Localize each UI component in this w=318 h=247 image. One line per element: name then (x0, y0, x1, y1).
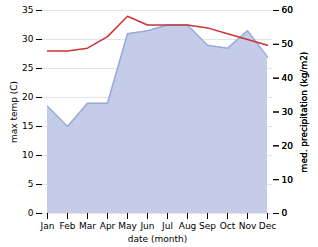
svg-text:max temp (C): max temp (C) (9, 81, 19, 143)
svg-text:Jun: Jun (139, 221, 154, 231)
svg-text:med. precipitation (kg/m2): med. precipitation (kg/m2) (299, 52, 309, 173)
svg-text:20: 20 (22, 92, 34, 102)
svg-text:15: 15 (22, 121, 33, 131)
svg-text:10: 10 (282, 175, 294, 185)
svg-text:Feb: Feb (60, 221, 76, 231)
svg-text:30: 30 (22, 34, 34, 44)
svg-text:med. precipitation (kg/m2): med. precipitation (kg/m2) (299, 52, 309, 173)
svg-text:0: 0 (282, 208, 288, 218)
svg-text:0: 0 (28, 208, 34, 218)
svg-text:Jan: Jan (40, 221, 55, 231)
svg-text:Dec: Dec (259, 221, 276, 231)
svg-text:Mar: Mar (79, 221, 96, 231)
svg-text:20: 20 (282, 141, 294, 151)
svg-text:10: 10 (22, 150, 34, 160)
svg-text:Sep: Sep (199, 221, 216, 231)
svg-text:60: 60 (282, 5, 294, 15)
svg-text:35: 35 (22, 5, 33, 15)
svg-text:0: 0 (282, 208, 288, 218)
svg-text:60: 60 (282, 5, 294, 15)
svg-text:40: 40 (282, 73, 294, 83)
svg-text:Oct: Oct (220, 221, 236, 231)
svg-text:Aug: Aug (179, 221, 197, 231)
svg-text:20: 20 (282, 141, 294, 151)
svg-text:50: 50 (282, 39, 294, 49)
svg-text:30: 30 (282, 107, 294, 117)
svg-text:40: 40 (282, 73, 294, 83)
svg-text:date (month): date (month) (128, 234, 187, 244)
svg-text:5: 5 (28, 179, 34, 189)
svg-text:Jul: Jul (161, 221, 173, 231)
svg-text:50: 50 (282, 39, 294, 49)
svg-text:May: May (118, 221, 137, 231)
svg-text:30: 30 (282, 107, 294, 117)
svg-text:10: 10 (282, 175, 294, 185)
svg-text:Apr: Apr (100, 221, 116, 231)
svg-text:Nov: Nov (239, 221, 257, 231)
svg-text:25: 25 (22, 63, 33, 73)
